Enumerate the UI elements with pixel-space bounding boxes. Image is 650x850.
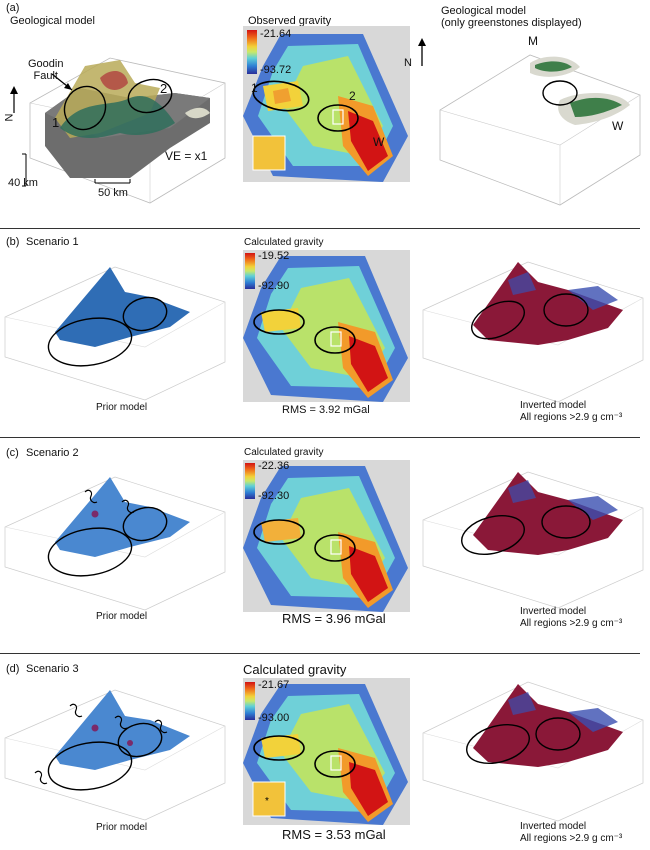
- rms-label: RMS = 3.96 mGal: [282, 611, 386, 626]
- inverted-subcaption: All regions >2.9 g cm⁻³: [520, 618, 623, 629]
- colorbar-min: -92.90: [258, 280, 290, 292]
- fault-label: Goodin Fault: [28, 58, 64, 82]
- gravity-map-image: [243, 466, 408, 612]
- panel-title: Geological model (only greenstones displ…: [441, 5, 582, 29]
- gravity-map-image: *: [243, 684, 408, 825]
- prior-caption: Prior model: [96, 611, 148, 622]
- colorbar-max: -21.67: [258, 679, 290, 691]
- panel-label: (c): [6, 447, 19, 459]
- prior-model-3d: [4, 266, 226, 401]
- ve-label: VE = x1: [165, 149, 208, 163]
- region-label: 1: [52, 115, 60, 130]
- inverted-subcaption: All regions >2.9 g cm⁻³: [520, 833, 623, 844]
- map-region-label: 1: [251, 81, 258, 95]
- rms-label: RMS = 3.92 mGal: [282, 404, 370, 416]
- north-label: N: [3, 113, 16, 122]
- colorbar-min: -92.30: [258, 490, 290, 502]
- map-title: Observed gravity: [248, 15, 332, 27]
- inverted-model-3d: [422, 681, 644, 822]
- geological-model-3d: [10, 57, 226, 204]
- inverted-model-3d: [422, 471, 644, 609]
- greenstone-label: M: [528, 34, 538, 48]
- colorbar-max: -22.36: [258, 460, 290, 472]
- separator: [0, 437, 640, 438]
- gravity-map: [243, 26, 410, 182]
- inverted-model-3d: [422, 261, 644, 403]
- prior-caption: Prior model: [96, 402, 148, 413]
- separator: [0, 228, 640, 229]
- gravity-map: *: [243, 678, 410, 825]
- colorbar-min: -93.72: [260, 64, 292, 76]
- map-title: Calculated gravity: [244, 447, 324, 458]
- scenario-title: Scenario 1: [26, 236, 79, 248]
- region-label: 2: [160, 81, 168, 96]
- inverted-subcaption: All regions >2.9 g cm⁻³: [520, 412, 623, 423]
- scale-vertical: 40 km: [8, 177, 38, 189]
- panel-label: (b): [6, 236, 20, 248]
- greenstone-label: W: [612, 119, 624, 133]
- north-arrow-icon: [418, 38, 426, 66]
- separator: [0, 653, 640, 654]
- prior-model-3d: [4, 476, 226, 611]
- prior-caption: Prior model: [96, 822, 148, 833]
- prior-model-3d: [4, 689, 226, 821]
- map-region-label: 2: [349, 89, 356, 103]
- scenario-title: Scenario 3: [26, 663, 79, 675]
- inverted-caption: Inverted model: [520, 821, 587, 832]
- colorbar: [247, 30, 257, 74]
- map-region-label: W: [373, 135, 385, 149]
- map-title: Calculated gravity: [243, 662, 347, 677]
- inverted-caption: Inverted model: [520, 606, 587, 617]
- colorbar: [245, 682, 255, 720]
- colorbar: [245, 253, 255, 289]
- colorbar-min: -93.00: [258, 712, 290, 724]
- map-title: Calculated gravity: [244, 237, 324, 248]
- rms-label: RMS = 3.53 mGal: [282, 827, 386, 842]
- gravity-map: [243, 250, 410, 402]
- panel-label: (a): [6, 2, 20, 14]
- colorbar: [245, 463, 255, 499]
- svg-text:*: *: [265, 796, 269, 807]
- colorbar-max: -19.52: [258, 250, 290, 262]
- scale-horizontal: 50 km: [98, 187, 128, 199]
- gravity-map-image: [243, 256, 408, 402]
- scenario-title: Scenario 2: [26, 447, 79, 459]
- panel-label: (d): [6, 663, 20, 675]
- gravity-map: [243, 460, 410, 612]
- colorbar-max: -21.64: [260, 28, 292, 40]
- north-label: N: [404, 57, 412, 69]
- greenstone-model-3d: [439, 54, 641, 206]
- panel-title: Geological model: [10, 15, 95, 27]
- gravity-map-image: [243, 34, 408, 182]
- inverted-caption: Inverted model: [520, 400, 587, 411]
